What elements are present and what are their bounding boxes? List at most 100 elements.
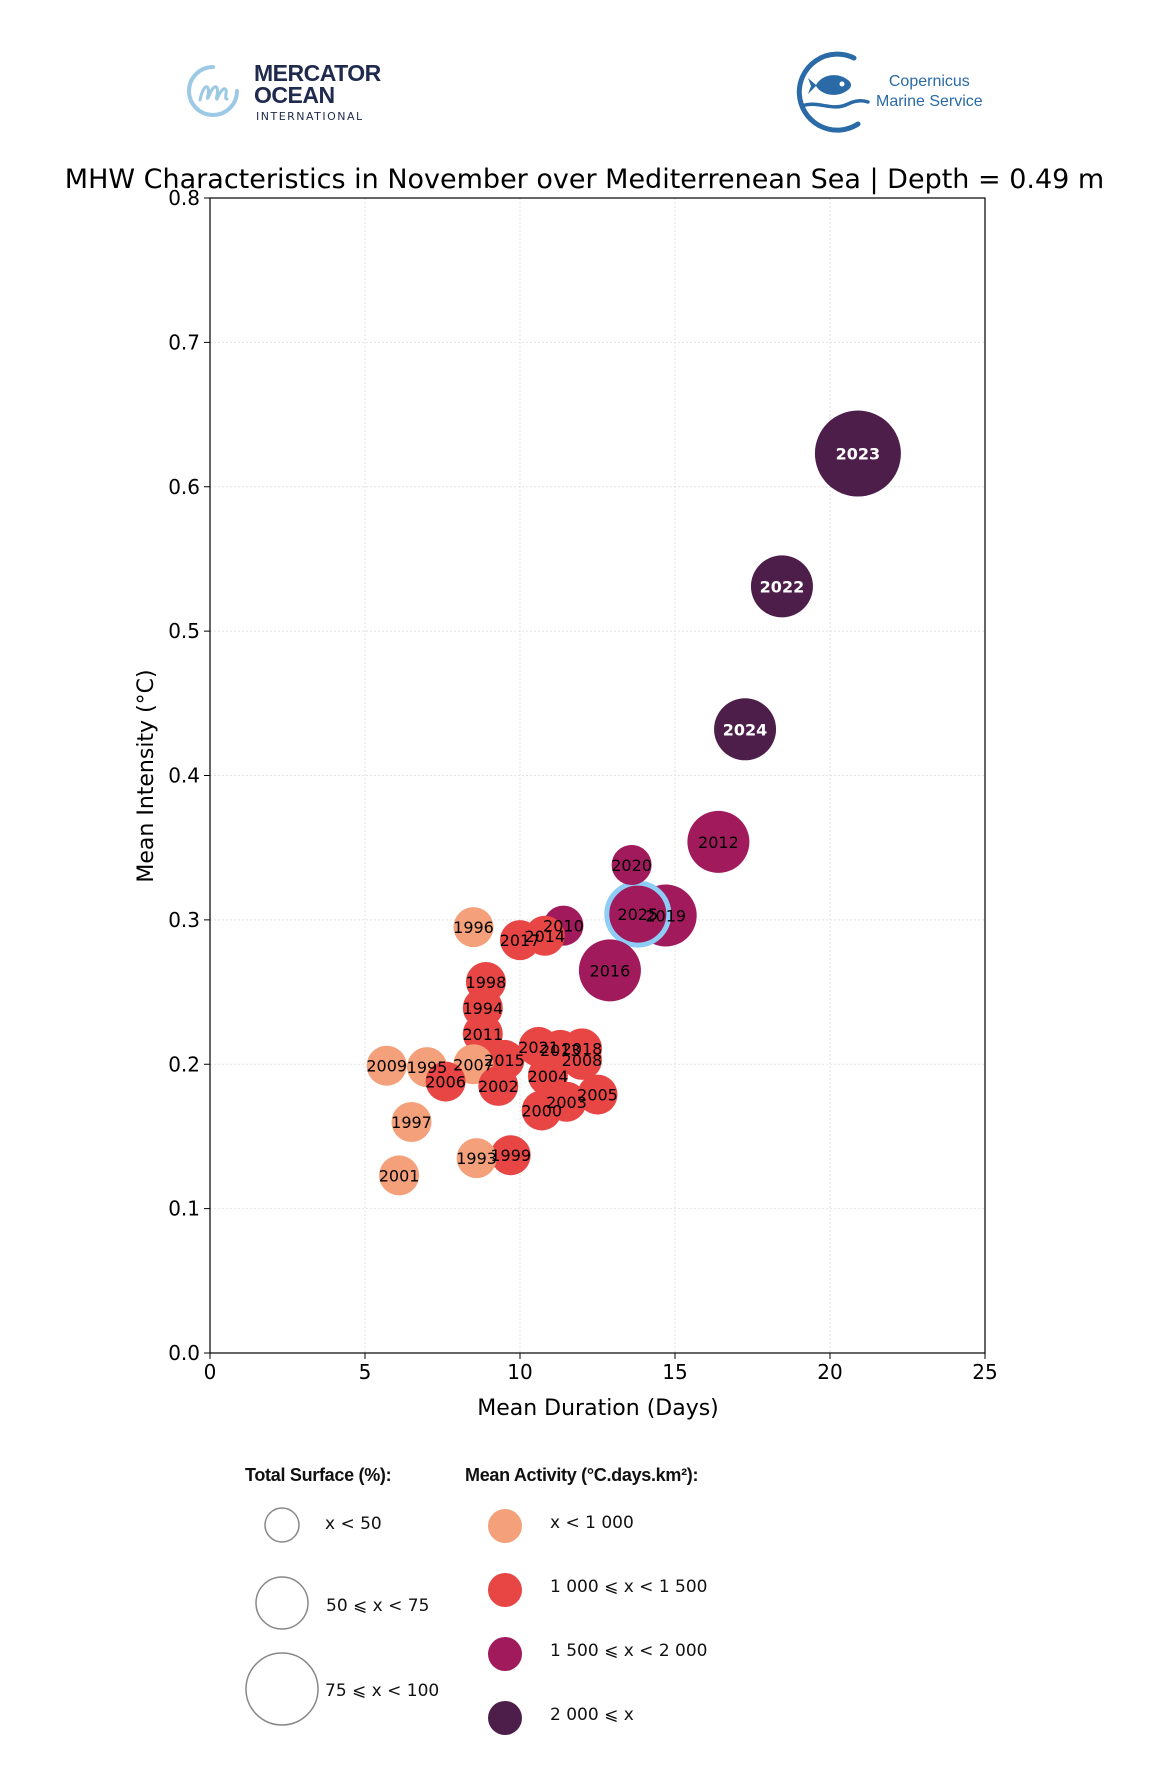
bubble-year-label: 1998 [466, 973, 507, 992]
bubble-point [366, 1045, 407, 1086]
bubble-point [500, 920, 540, 961]
legend-activity-marker [488, 1637, 522, 1671]
grid-lines [210, 198, 985, 1353]
bubble-year-label: 2004 [528, 1067, 569, 1086]
bubble-year-label: 2019 [645, 907, 686, 926]
bubble-point [611, 845, 652, 886]
copernicus-marine-logo: Copernicus Marine Service [788, 48, 1008, 134]
bubble-points [366, 410, 901, 1196]
mercator-name-line2: OCEAN [254, 82, 335, 108]
y-tick-label: 0.5 [168, 619, 200, 643]
bubble-year-label: 2023 [836, 445, 881, 464]
bubble-year-label: 2024 [723, 720, 768, 739]
axes: 0 5 10 15 20 25 0.0 0.1 0.2 0.3 0.4 0.5 0.6 0.7 0.8 [168, 186, 998, 1384]
bubble-year-label: 2011 [462, 1025, 503, 1044]
legend-activity-label: x < 1 000 [550, 1513, 634, 1533]
bubble-year-label: 2000 [521, 1101, 562, 1120]
legend-surface-marker [255, 1576, 309, 1630]
y-tick-label: 0.0 [168, 1341, 200, 1365]
mercator-ocean-logo: MERCATOR OCEAN INTERNATIONAL [186, 62, 396, 128]
x-tick-label: 5 [359, 1360, 372, 1384]
legend-surface-marker [245, 1652, 319, 1726]
y-tick-label: 0.1 [168, 1197, 200, 1221]
bubble-point [453, 907, 494, 948]
bubble-point [456, 1138, 497, 1179]
bubble-point [687, 810, 750, 873]
mercator-name-line1: MERCATOR [254, 60, 381, 86]
bubble-year-label: 2013 [540, 1041, 581, 1060]
legend-surface-label: 75 ⩽ x < 100 [325, 1681, 440, 1701]
bubble-year-label: 2025 [617, 905, 658, 924]
bubble-year-label: 2002 [478, 1077, 519, 1096]
legend-activity-marker [488, 1573, 522, 1607]
x-axis-label: Mean Duration (Days) [477, 1396, 719, 1421]
legend-activity-label: 1 000 ⩽ x < 1 500 [550, 1577, 708, 1597]
y-tick-label: 0.7 [168, 330, 200, 354]
x-tick-label: 0 [204, 1360, 217, 1384]
chart-title: MHW Characteristics in November over Med… [64, 164, 1105, 195]
mercator-wordmark: MERCATOR OCEAN [254, 60, 381, 108]
legend-surface-marker [264, 1507, 300, 1543]
bubble-point [425, 1061, 466, 1102]
bubble-year-label: 2018 [562, 1039, 603, 1058]
bubble-point [714, 698, 777, 761]
bubble-point [562, 1039, 602, 1080]
bubble-year-label: 2009 [366, 1057, 407, 1076]
bubble-year-label: 2008 [562, 1051, 603, 1070]
y-tick-label: 0.4 [168, 764, 200, 788]
copernicus-name-line2: Marine Service [876, 93, 983, 110]
legend-surface-label: x < 50 [325, 1514, 382, 1534]
bubble-year-label: 2010 [543, 917, 584, 936]
bubble-year-label: 2020 [611, 856, 652, 875]
bubble-year-label: 2001 [379, 1166, 420, 1185]
legend-surface-title: Total Surface (%): [245, 1465, 392, 1485]
bubble-year-label: 1996 [453, 918, 494, 937]
bubble-year-label: 2007 [453, 1055, 494, 1074]
x-tick-label: 15 [662, 1360, 687, 1384]
bubble-point [490, 1135, 531, 1176]
mercator-m-icon [187, 65, 239, 117]
legend-activity-title: Mean Activity (°C.days.km²): [465, 1465, 699, 1485]
bubble-year-label: 2022 [760, 577, 805, 596]
bubble-year-label: 2015 [484, 1051, 525, 1070]
legend-activity-label: 2 000 ⩽ x [550, 1705, 634, 1725]
bubble-year-label: 2006 [425, 1073, 466, 1092]
legend-activity-marker [488, 1509, 522, 1543]
bubble-year-label: 2014 [524, 927, 565, 946]
fish-icon [796, 51, 870, 133]
x-tick-label: 25 [972, 1360, 997, 1384]
bubble-point [578, 939, 641, 1002]
y-tick-label: 0.8 [168, 186, 200, 210]
bubble-year-label: 2005 [577, 1086, 618, 1105]
bubble-point [478, 1065, 519, 1106]
bubble-point [521, 1090, 562, 1131]
legend-activity-label: 1 500 ⩽ x < 2 000 [550, 1641, 708, 1661]
legend-markers [245, 1507, 522, 1735]
copernicus-wordmark: Copernicus Marine Service [876, 72, 983, 112]
bubble-year-label: 1997 [391, 1113, 432, 1132]
mercator-subtitle: INTERNATIONAL [256, 110, 364, 123]
bubble-point [750, 555, 813, 618]
x-tick-label: 10 [507, 1360, 532, 1384]
bubble-year-label: 2012 [698, 833, 739, 852]
bubble-year-label: 2017 [500, 931, 541, 950]
copernicus-name-line1: Copernicus [888, 73, 970, 90]
bubble-year-label: 2016 [590, 961, 631, 980]
y-tick-label: 0.6 [168, 475, 200, 499]
bubble-point [577, 1074, 618, 1115]
bubble-year-label: 2021 [518, 1038, 559, 1057]
bubble-point [391, 1102, 432, 1142]
bubble-point [814, 410, 901, 497]
bubble-year-label: 1993 [456, 1149, 497, 1168]
bubble-point [379, 1155, 420, 1196]
bubble-year-label: 2003 [546, 1093, 587, 1112]
legend-activity-marker [488, 1701, 522, 1735]
y-tick-label: 0.3 [168, 908, 200, 932]
y-tick-label: 0.2 [168, 1052, 200, 1076]
bubble-year-label: 1999 [490, 1146, 531, 1165]
legend-surface-label: 50 ⩽ x < 75 [326, 1596, 430, 1616]
bubble-year-label: 1995 [407, 1058, 448, 1077]
bubble-year-label: 1994 [462, 999, 503, 1018]
